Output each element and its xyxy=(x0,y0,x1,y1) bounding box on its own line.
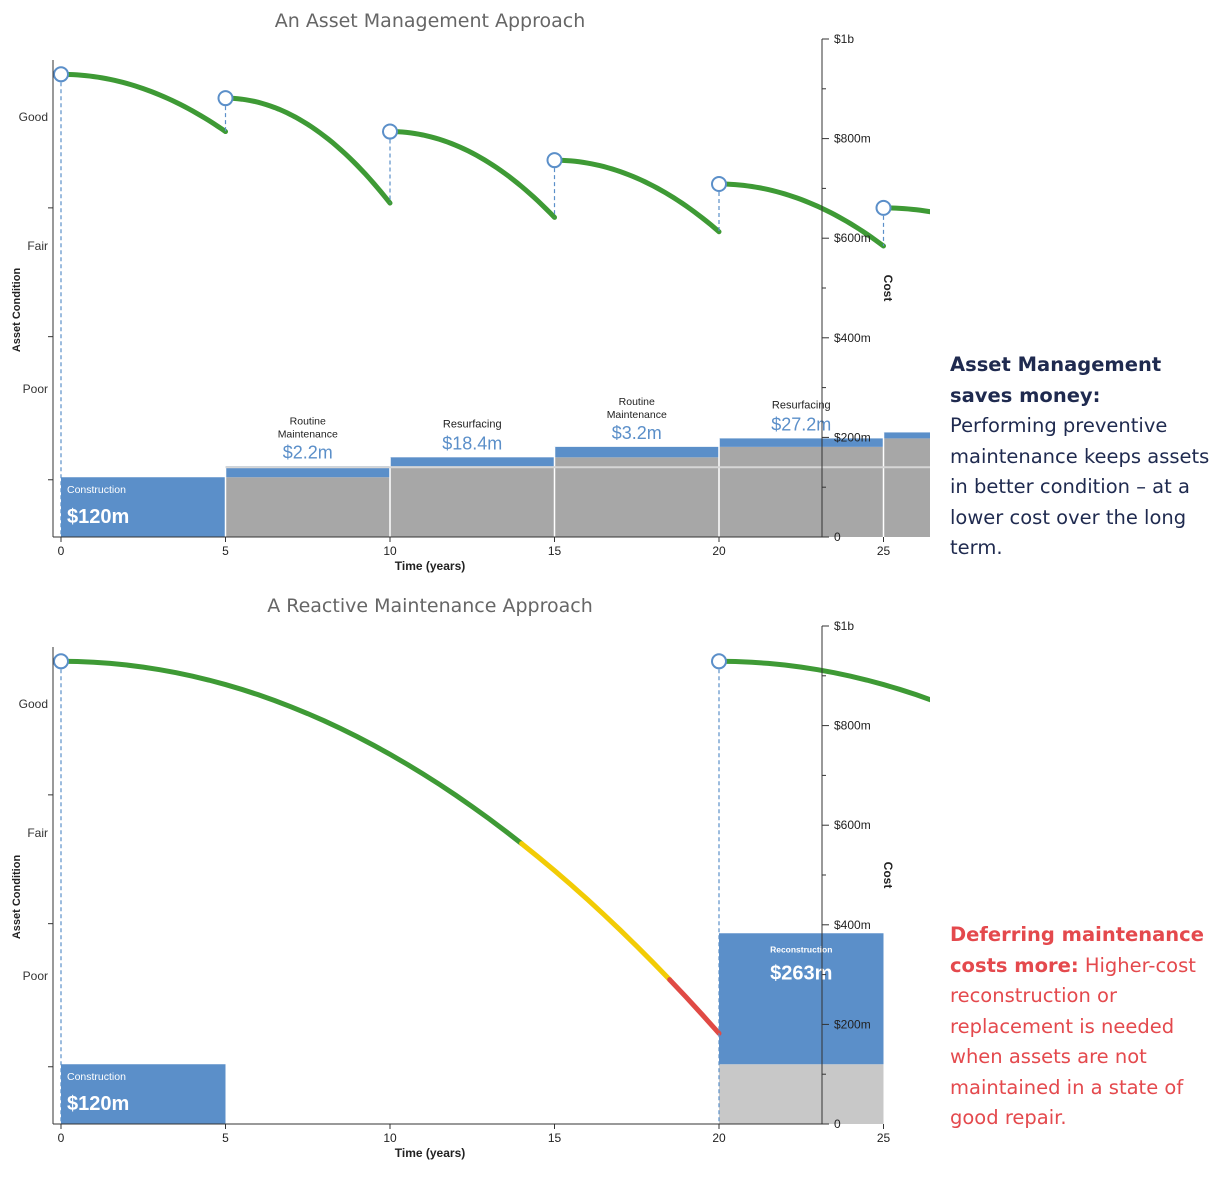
condition-level-label: Fair xyxy=(27,826,48,840)
asset-management-chart: An Asset Management Approach40-Year Tota… xyxy=(0,0,930,590)
condition-level-label: Good xyxy=(19,110,48,124)
asset-management-chart-svg: An Asset Management Approach40-Year Tota… xyxy=(11,10,930,573)
condition-curve-segment xyxy=(58,71,228,135)
cost-tick-label: $800m xyxy=(834,132,871,146)
x-tick-label: 0 xyxy=(58,1131,65,1145)
cost-tick-label: $600m xyxy=(834,818,871,832)
x-tick-label: 10 xyxy=(383,544,397,558)
condition-curve-segment xyxy=(667,977,722,1036)
condition-curve-segment xyxy=(223,95,393,206)
condition-marker xyxy=(382,123,398,140)
chart-title: A Reactive Maintenance Approach xyxy=(267,595,593,617)
condition-level-label: Poor xyxy=(23,969,48,983)
condition-marker xyxy=(711,176,727,193)
x-tick-label: 0 xyxy=(58,544,65,558)
x-tick-label: 15 xyxy=(548,1131,562,1145)
left-axis-title: Asset Condition xyxy=(11,855,23,940)
x-tick-label: 20 xyxy=(712,544,726,558)
cost-tick-label: $600m xyxy=(834,231,871,245)
construction-bar xyxy=(61,477,226,537)
x-tick-label: 20 xyxy=(712,1131,726,1145)
condition-marker xyxy=(217,90,234,107)
period-cost-bar xyxy=(225,466,390,478)
maintenance-label: Maintenance xyxy=(278,428,338,440)
cumulative-cost-bar xyxy=(719,446,884,537)
x-axis-title: Time (years) xyxy=(395,559,465,573)
condition-curve-segment xyxy=(716,181,886,249)
reactive-maintenance-note: Deferring maintenance costs more: Higher… xyxy=(950,920,1212,1134)
cumulative-cost-bar xyxy=(390,466,555,537)
cumulative-cost-bar xyxy=(225,477,390,537)
condition-marker xyxy=(546,152,563,169)
cost-axis-title: Cost xyxy=(881,275,895,302)
period-cost-bar xyxy=(554,446,719,458)
condition-level-label: Fair xyxy=(27,239,48,253)
condition-curve-segment xyxy=(881,205,930,215)
condition-marker xyxy=(711,653,727,670)
reconstruction-label: Reconstruction xyxy=(770,944,832,954)
maintenance-label: Resurfacing xyxy=(772,399,831,411)
condition-marker xyxy=(875,199,892,216)
condition-curve-segment xyxy=(58,658,525,847)
cost-tick-label: $1b xyxy=(834,32,854,46)
cumulative-cost-bar xyxy=(719,1064,884,1124)
maintenance-label: Routine xyxy=(619,396,655,408)
maintenance-amount: $3.2m xyxy=(612,423,662,443)
asset-management-note-text: Performing preventive maintenance keeps … xyxy=(950,414,1210,559)
reactive-maintenance-chart: A Reactive Maintenance Approach40-Year T… xyxy=(0,587,930,1177)
reconstruction-amount: $263m xyxy=(770,962,832,984)
period-cost-bar xyxy=(883,432,930,439)
period-cost-bar xyxy=(390,457,555,467)
x-tick-label: 25 xyxy=(877,1131,891,1145)
condition-curve-segment xyxy=(552,157,722,235)
condition-curve-segment xyxy=(519,841,673,983)
cost-tick-label: 0 xyxy=(834,1117,841,1131)
condition-level-label: Good xyxy=(19,697,48,711)
period-cost-bar xyxy=(719,933,884,1065)
x-tick-label: 5 xyxy=(222,544,229,558)
cost-axis-title: Cost xyxy=(881,862,895,889)
construction-amount: $120m xyxy=(67,506,129,528)
condition-marker xyxy=(53,653,69,670)
cost-tick-label: $800m xyxy=(834,719,871,733)
cumulative-cost-bar xyxy=(883,438,930,537)
reactive-maintenance-note-text: Higher-cost reconstruction or replacemen… xyxy=(950,953,1196,1130)
x-tick-label: 5 xyxy=(222,1131,229,1145)
reactive-maintenance-note-heading: Deferring maintenance costs more: xyxy=(950,923,1204,977)
asset-management-note-heading: Asset Management saves money: xyxy=(950,353,1162,407)
cumulative-cost-bar xyxy=(554,457,719,537)
condition-level-label: Poor xyxy=(23,382,48,396)
cost-tick-label: 0 xyxy=(834,530,841,544)
construction-label: Construction xyxy=(67,1071,126,1083)
maintenance-amount: $27.2m xyxy=(771,414,831,434)
x-axis-title: Time (years) xyxy=(395,1146,465,1160)
x-tick-label: 15 xyxy=(548,544,562,558)
condition-curve-segment xyxy=(716,658,930,703)
condition-marker xyxy=(53,66,69,83)
asset-management-note: Asset Management saves money: Performing… xyxy=(950,350,1212,564)
construction-label: Construction xyxy=(67,484,126,496)
cost-tick-label: $200m xyxy=(834,430,871,444)
x-tick-label: 10 xyxy=(383,1131,397,1145)
maintenance-label: Routine xyxy=(290,415,326,427)
period-cost-bar xyxy=(719,438,884,447)
cost-tick-label: $400m xyxy=(834,918,871,932)
maintenance-amount: $2.2m xyxy=(283,442,333,462)
condition-curve-segment xyxy=(387,129,557,220)
maintenance-label: Maintenance xyxy=(607,409,667,421)
chart-title: An Asset Management Approach xyxy=(275,10,586,32)
cost-tick-label: $1b xyxy=(834,619,854,633)
x-tick-label: 25 xyxy=(877,544,891,558)
reactive-maintenance-chart-svg: A Reactive Maintenance Approach40-Year T… xyxy=(11,595,930,1160)
maintenance-amount: $18.4m xyxy=(442,433,502,453)
maintenance-label: Resurfacing xyxy=(443,418,502,430)
period-cost-bar xyxy=(61,1064,226,1124)
cost-tick-label: $200m xyxy=(834,1017,871,1031)
construction-amount: $120m xyxy=(67,1093,129,1115)
left-axis-title: Asset Condition xyxy=(11,268,23,353)
cost-tick-label: $400m xyxy=(834,331,871,345)
